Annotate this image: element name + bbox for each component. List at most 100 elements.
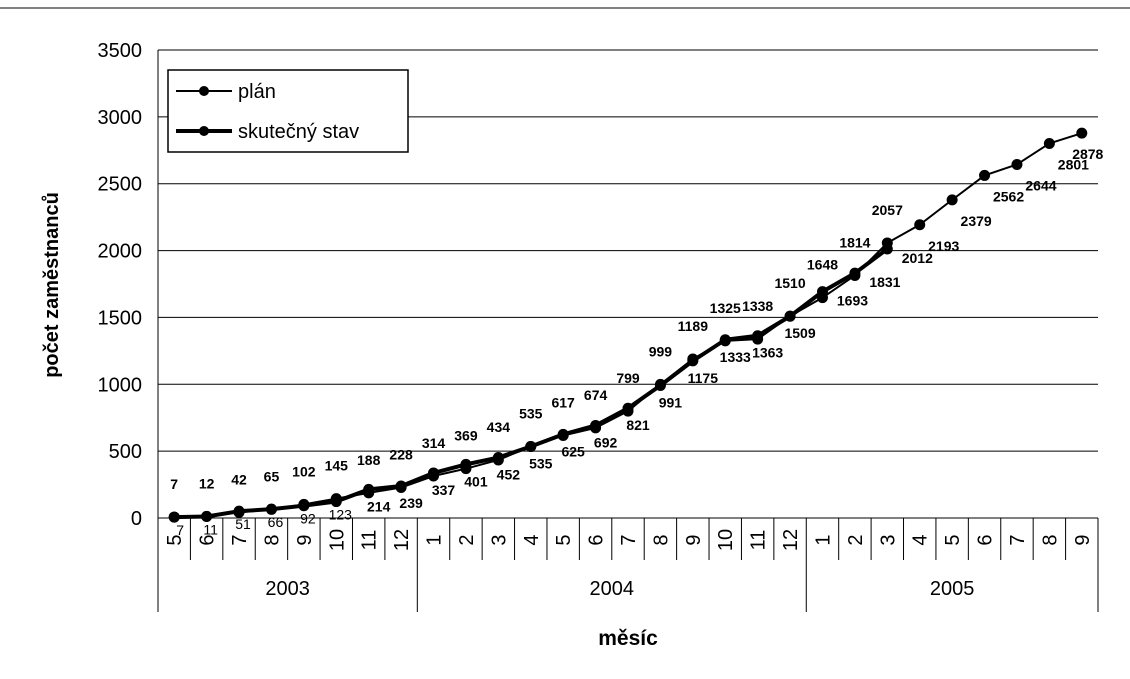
data-label-plan: 1510	[774, 275, 805, 291]
y-tick-label: 3000	[98, 107, 143, 129]
data-label-actual: 452	[497, 467, 521, 483]
data-label-plan: 228	[389, 447, 413, 463]
x-tick-label: 1	[812, 534, 834, 545]
data-label-plan: 1338	[742, 298, 773, 314]
data-label-actual: 1509	[784, 325, 815, 341]
x-tick-label: 8	[1039, 534, 1061, 545]
point-actual	[687, 355, 699, 367]
data-label-actual: 214	[367, 498, 391, 514]
data-label-plan: 145	[325, 458, 349, 474]
point-plan	[914, 219, 926, 231]
point-plan	[979, 169, 991, 181]
data-label-actual: 692	[594, 434, 618, 450]
data-label-plan: 42	[231, 471, 247, 487]
legend-label-plan: plán	[238, 81, 276, 103]
legend-box	[167, 69, 409, 153]
data-label-actual: 991	[659, 394, 683, 410]
point-actual	[168, 511, 180, 523]
x-tick-label: 7	[229, 534, 251, 545]
data-label-actual: 401	[464, 473, 488, 489]
x-tick-label: 4	[521, 534, 543, 545]
point-actual	[752, 330, 764, 342]
data-label-plan: 1189	[678, 318, 709, 334]
gridlines	[157, 49, 1098, 519]
year-label: 2005	[930, 578, 975, 600]
point-actual	[395, 480, 407, 492]
point-actual	[784, 310, 796, 322]
x-tick-label: 9	[1072, 534, 1094, 545]
data-label-plan: 65	[264, 468, 280, 484]
point-actual	[525, 440, 537, 452]
point-actual	[201, 511, 213, 523]
data-label-plan: 1325	[710, 300, 741, 316]
x-tick-label: 9	[683, 534, 705, 545]
data-label-plan: 369	[454, 428, 478, 444]
point-plan	[946, 194, 958, 206]
series-line-plan	[174, 132, 1083, 519]
data-label-actual: 1693	[837, 293, 868, 309]
data-label-actual: 7	[176, 522, 184, 538]
point-actual	[816, 286, 828, 298]
data-label-actual: 1175	[688, 370, 719, 386]
point-plan	[1011, 158, 1023, 170]
data-label-plan: 2644	[1025, 177, 1056, 193]
data-label-plan: 1648	[807, 257, 838, 273]
data-label-actual: 123	[329, 507, 353, 523]
point-actual	[557, 428, 569, 440]
data-label-actual: 92	[300, 511, 316, 527]
x-tick-label: 5	[942, 534, 964, 545]
data-label-plan: 12	[199, 475, 215, 491]
point-actual	[622, 402, 634, 414]
data-label-actual: 625	[561, 443, 585, 459]
data-label-plan: 102	[292, 463, 316, 479]
point-actual	[298, 500, 310, 512]
x-tick-label: 3	[488, 534, 510, 545]
y-tick-label: 1500	[98, 307, 143, 329]
point-plan	[1043, 137, 1055, 149]
data-label-plan: 999	[649, 343, 673, 359]
point-actual	[265, 503, 277, 515]
data-label-plan: 2057	[872, 202, 903, 218]
x-tick-label: 7	[1007, 534, 1029, 545]
data-label-actual: 337	[432, 482, 456, 498]
y-axis-title: počet zaměstnanců	[41, 192, 63, 378]
legend-marker-plan	[199, 86, 209, 96]
y-tick-label: 2000	[98, 241, 143, 263]
y-tick-label: 1000	[98, 374, 143, 396]
x-tick-label: 6	[975, 534, 997, 545]
data-label-actual: 239	[399, 495, 423, 511]
data-label-plan: 799	[616, 370, 640, 386]
legend-marker-actual	[199, 126, 209, 136]
y-tick-label: 3500	[98, 40, 143, 62]
point-actual	[330, 496, 342, 508]
x-tick-label: 10	[326, 529, 348, 551]
data-label-plan: 188	[357, 452, 381, 468]
x-axis-title: měsíc	[598, 627, 658, 650]
x-tick-label: 7	[618, 534, 640, 545]
x-tick-label: 4	[910, 534, 932, 545]
data-label-actual: 1363	[752, 345, 783, 361]
point-actual	[719, 334, 731, 346]
data-label-plan: 2562	[993, 188, 1024, 204]
data-label-actual: 821	[626, 417, 650, 433]
point-actual	[233, 505, 245, 517]
year-label: 2004	[590, 578, 635, 600]
point-actual	[881, 243, 893, 255]
point-actual	[849, 267, 861, 279]
x-tick-label: 6	[197, 534, 219, 545]
y-tick-label: 0	[131, 508, 142, 530]
point-actual	[654, 379, 666, 391]
x-tick-label: 1	[424, 534, 446, 545]
x-tick-label: 11	[748, 530, 770, 551]
x-tick-label: 3	[877, 534, 899, 545]
data-label-actual: 66	[268, 514, 284, 530]
data-label-plan: 1814	[839, 234, 870, 250]
legend: plán skutečný stav	[167, 69, 409, 153]
data-label-actual: 2012	[902, 250, 933, 266]
data-label-plan: 7	[170, 476, 178, 492]
point-actual	[428, 467, 440, 479]
data-label-plan: 2193	[928, 238, 959, 254]
point-actual	[590, 419, 602, 431]
